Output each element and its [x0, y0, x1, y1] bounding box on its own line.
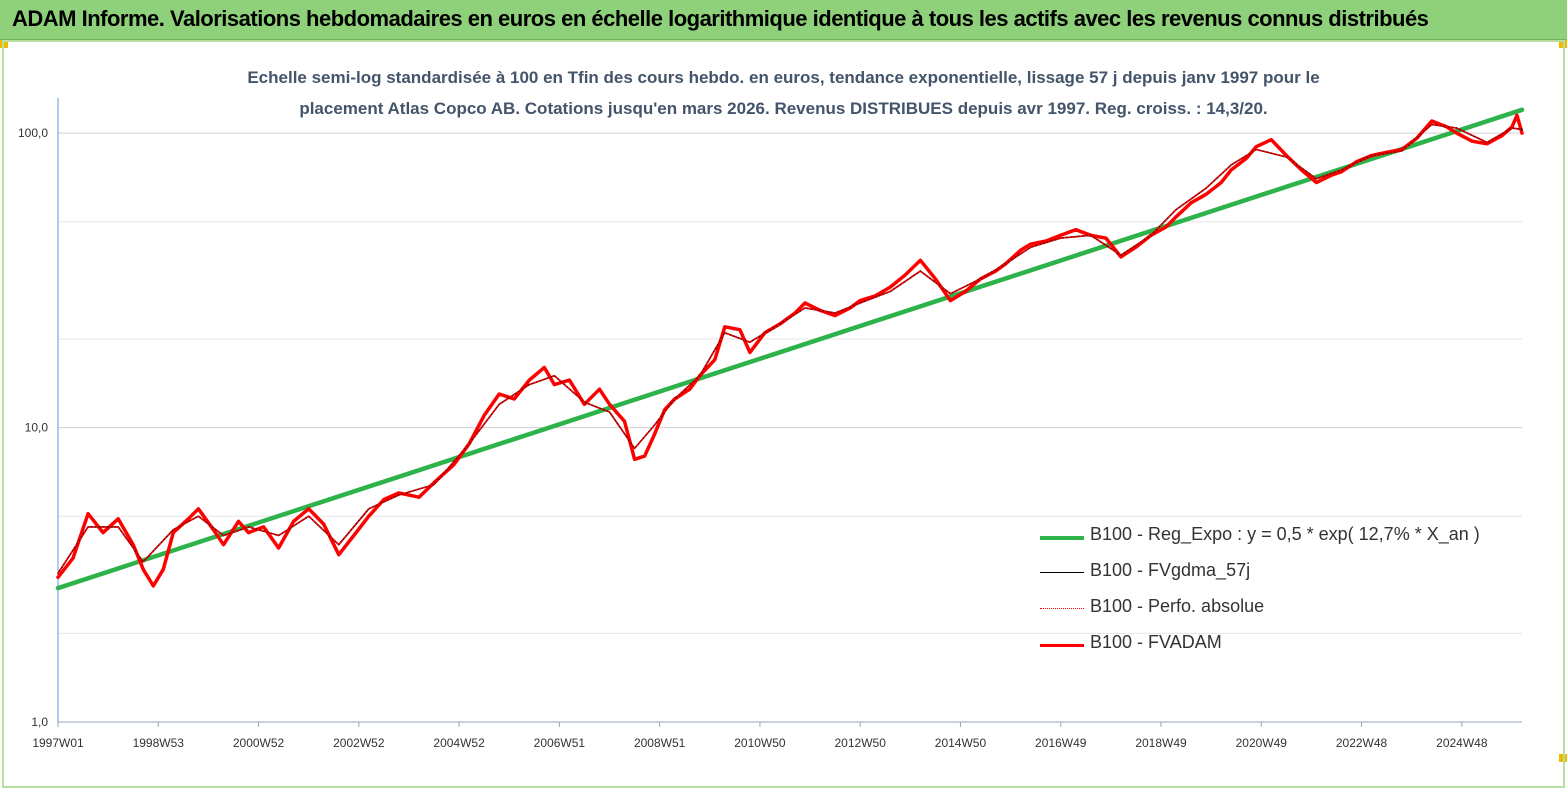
x-tick-label: 2000W52 [233, 736, 285, 750]
x-tick-label: 2008W51 [634, 736, 686, 750]
x-tick-label: 2012W50 [835, 736, 887, 750]
x-tick-label: 2020W49 [1236, 736, 1288, 750]
y-tick-label: 1,0 [31, 715, 48, 729]
y-tick-label: 10,0 [25, 421, 49, 435]
grid-lines [58, 132, 1522, 723]
x-tick-label: 2022W48 [1336, 736, 1388, 750]
x-tick-label: 2004W52 [433, 736, 485, 750]
legend-swatch [1040, 608, 1084, 609]
x-tick-label: 2024W48 [1436, 736, 1488, 750]
x-tick-label: 2018W49 [1135, 736, 1187, 750]
legend-label: B100 - FVgdma_57j [1090, 560, 1251, 580]
tick-labels: 1,0 10,0 100,0 1997W01 1998W53 2000W52 2002W52… [18, 126, 1488, 750]
series-lines [55, 107, 1525, 591]
x-tick-label: 2010W50 [734, 736, 786, 750]
chart-frame [2, 40, 1565, 788]
legend-label: B100 - FVADAM [1090, 632, 1222, 652]
series-line-1 [55, 107, 1525, 591]
legend-swatch [1040, 536, 1084, 540]
legend-swatch [1040, 644, 1084, 647]
legend-swatch [1040, 572, 1084, 573]
chart-title-line-1: Echelle semi-log standardisée à 100 en T… [247, 68, 1320, 87]
x-tick-label: 2016W49 [1035, 736, 1087, 750]
x-tick-label: 2002W52 [333, 736, 385, 750]
series-line-3 [57, 123, 1523, 575]
x-tick-label: 2014W50 [935, 736, 987, 750]
x-tick-label: 1997W01 [32, 736, 84, 750]
x-tick-label: 2006W51 [534, 736, 586, 750]
axes [57, 98, 1522, 727]
x-tick-label: 1998W53 [133, 736, 185, 750]
header-title: ADAM Informe. Valorisations hebdomadaire… [12, 6, 1429, 31]
chart-title-line-2: placement Atlas Copco AB. Cotations jusq… [299, 99, 1268, 118]
header-bar: ADAM Informe. Valorisations hebdomadaire… [0, 0, 1567, 40]
legend-label: B100 - Reg_Expo : y = 0,5 * exp( 12,7% *… [1090, 524, 1480, 544]
corner-marker-top-left [0, 40, 8, 48]
y-tick-label: 100,0 [18, 126, 48, 140]
legend-label: B100 - Perfo. absolue [1090, 596, 1265, 616]
